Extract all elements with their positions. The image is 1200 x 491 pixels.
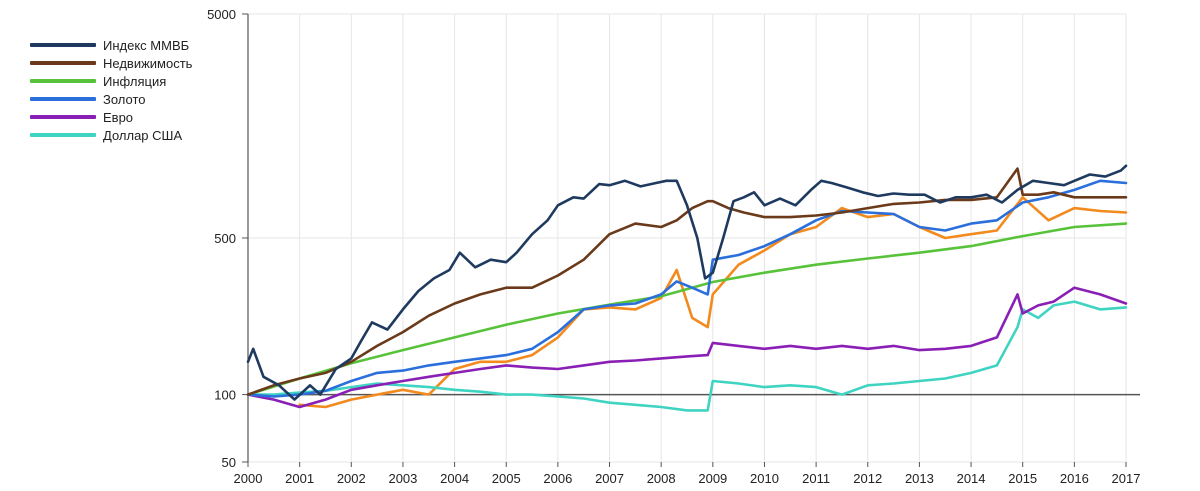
x-tick-label: 2011 — [802, 471, 830, 486]
series-line — [246, 164, 1128, 401]
x-tick-label: 2007 — [595, 471, 624, 486]
x-tick-label: 2003 — [388, 471, 417, 486]
x-tick-label: 2005 — [492, 471, 521, 486]
series-layer — [246, 164, 1128, 412]
x-tick-label: 2016 — [1060, 471, 1089, 486]
legend-label: Доллар США — [103, 127, 183, 143]
series-line — [298, 196, 1128, 409]
legend-label: Евро — [103, 109, 134, 125]
legend-item: Доллар США — [30, 126, 192, 144]
legend-label: Индекс ММВБ — [103, 37, 190, 53]
legend-label: Золото — [103, 91, 146, 107]
x-tick-label: 2014 — [957, 471, 986, 486]
legend-label: Недвижимость — [103, 55, 193, 71]
legend-swatch — [30, 79, 96, 83]
legend: Индекс ММВБ Недвижимость Инфляция Золото… — [30, 36, 192, 144]
x-tick-label: 2015 — [1008, 471, 1037, 486]
y-tick-label: 5000 — [207, 7, 236, 22]
legend-item: Евро — [30, 108, 192, 126]
y-tick-label: 50 — [222, 455, 236, 470]
x-tick-label: 2000 — [234, 471, 263, 486]
legend-label: Инфляция — [103, 73, 167, 89]
x-tick-label: 2009 — [698, 471, 727, 486]
legend-item: Индекс ММВБ — [30, 36, 192, 54]
x-tick-label: 2010 — [750, 471, 779, 486]
legend-swatch — [30, 61, 96, 65]
axes — [242, 13, 1140, 467]
series-line — [246, 179, 1128, 398]
x-tick-label: 2004 — [440, 471, 469, 486]
series-line — [246, 222, 1128, 396]
legend-swatch — [30, 43, 96, 47]
grid — [247, 13, 1127, 463]
legend-swatch — [30, 97, 96, 101]
legend-item: Недвижимость — [30, 54, 192, 72]
series-line — [246, 300, 1128, 412]
y-tick-label: 500 — [214, 231, 236, 246]
legend-swatch — [30, 133, 96, 137]
x-tick-label: 2001 — [285, 471, 314, 486]
x-tick-label: 2002 — [337, 471, 366, 486]
legend-swatch — [30, 115, 96, 119]
series-line — [246, 167, 1128, 396]
legend-item: Инфляция — [30, 72, 192, 90]
x-tick-label: 2013 — [905, 471, 934, 486]
tick-labels: 2000 2001 2002 2003 2004 2005 2006 2007 2008 2009… — [207, 7, 1140, 486]
series-line — [246, 286, 1128, 409]
x-tick-label: 2008 — [647, 471, 676, 486]
legend-item: Золото — [30, 90, 192, 108]
x-tick-label: 2006 — [543, 471, 572, 486]
y-tick-label: 100 — [214, 388, 236, 403]
x-tick-label: 2012 — [853, 471, 882, 486]
x-tick-label: 2017 — [1112, 471, 1141, 486]
